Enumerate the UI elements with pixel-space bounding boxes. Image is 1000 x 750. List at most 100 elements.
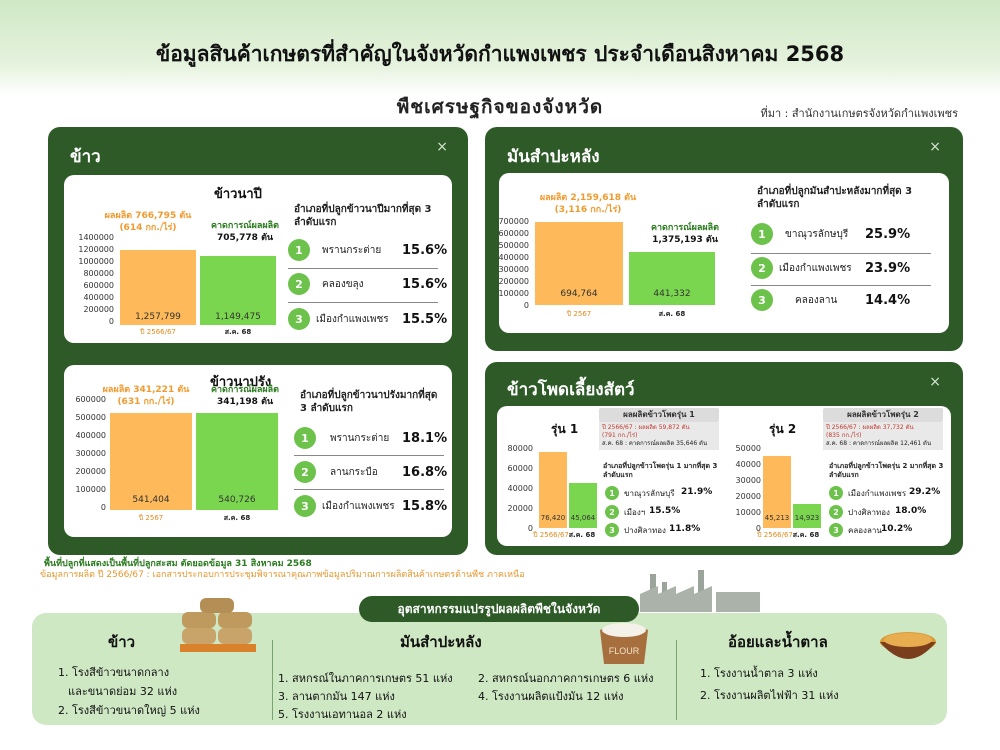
industry-sugar-item: 1. โรงงานน้ำตาล 3 แห่ง [700,667,818,680]
page-title: ข้อมูลสินค้าเกษตรที่สำคัญในจังหวัดกำแพงเ… [155,42,845,66]
corn-r2-rank-2-pct: 18.0% [895,506,927,516]
corn-r1-bar-curr [569,483,597,528]
corn-r1-x-label-curr: ส.ค. 68 [568,531,596,539]
naprang-bar-curr [196,413,278,510]
cassava-rank-1: 1 ขาณุวรลักษบุรี [751,223,848,245]
cassava-rank-1-pct: 25.9% [865,227,911,242]
corn-r1-title: รุ่น 1 [551,422,579,436]
divider [294,455,444,456]
industry-rice-item: และขนาดย่อม 32 แห่ง [68,685,178,698]
corn-r2-title: รุ่น 2 [769,422,797,436]
industry-rice-item: 2. โรงสีข้าวขนาดใหญ่ 5 แห่ง [58,704,200,717]
napi-rank-1: 1 พรานกระต่าย [288,239,381,261]
naprang-rank-2-pct: 16.8% [402,465,448,480]
napi-x-label-curr: ส.ค. 68 [224,328,252,336]
divider [288,302,438,303]
corn-r1-rank-1: 1 ขาณุวรลักษบุรี [605,486,675,500]
industry-cassava-item: 3. ลานตากมัน 147 แห่ง [278,690,395,703]
page-subtitle: พืชเศรษฐกิจของจังหวัด [396,96,604,118]
corn-panel: ข้าวโพดเลี้ยงสัตว์ × รุ่น 1 ผลผลิตข้าวโพ… [485,362,963,555]
corn-r1-head: ผลผลิตข้าวโพดรุ่น 1 [599,408,719,422]
corn-r2-rank-heading: อำเภอที่ปลูกข้าวโพดรุ่น 2 มากที่สุด 3 ลำ… [829,462,944,480]
rice-naprang-card: ข้าวนาปรัง ผลผลิต 341,221 ตัน (631 กก./ไร… [64,365,452,537]
industry-sugar-item: 2. โรงงานผลิตไฟฟ้า 31 แห่ง [700,689,839,702]
rice-panel: ข้าว × ข้าวนาปี ผลผลิต 766,795 ตัน (614 ก… [48,127,468,555]
close-icon[interactable]: × [436,139,448,155]
cassava-rank-3-pct: 14.4% [865,293,911,308]
napi-prod-label: ผลผลิต 766,795 ตัน (614 กก./ไร่) [104,211,192,233]
napi-bar-curr-value: 1,149,475 [215,312,261,322]
corn-r2-info: ปี 2566/67 : ผลผลิต 37,732 ตัน (835 กก./ไ… [823,422,943,451]
cassava-bar-prev [535,222,623,305]
rice-sacks-icon [180,598,256,652]
cassava-bar-curr [629,252,715,305]
cassava-panel-title: มันสำปะหลัง [507,147,600,167]
industry-rice-heading: ข้าว [108,633,136,651]
corn-r1-bar-prev [539,452,567,528]
corn-r1-rank-1-pct: 21.9% [681,487,713,497]
divider [751,253,931,254]
industry-rice-item: 1. โรงสีข้าวขนาดกลาง [58,666,170,679]
footnote-planting: พื้นที่ปลูกที่แสดงเป็นพื้นที่ปลูกสะสม ตั… [44,559,312,569]
naprang-rank-3: 3 เมืองกำแพงเพชร [294,495,395,517]
napi-bar-prev [120,250,196,325]
cassava-rank-heading: อำเภอที่ปลูกมันสำปะหลังมากที่สุด 3 ลำดับ… [757,186,913,210]
napi-rank-2: 2 คลองขลุง [288,273,364,295]
corn-r2-head: ผลผลิตข้าวโพดรุ่น 2 [823,408,943,422]
corn-panel-title: ข้าวโพดเลี้ยงสัตว์ [507,380,635,400]
naprang-bar-curr-value: 540,726 [218,495,256,505]
napi-rank-heading: อำเภอที่ปลูกข้าวนาปีมากที่สุด 3 ลำดับแรก [294,204,432,228]
naprang-x-label-curr: ส.ค. 68 [223,514,251,522]
factory-icon [640,570,760,612]
close-icon[interactable]: × [929,139,941,155]
corn-r2-rank-3-pct: 10.2% [881,524,913,534]
napi-rank-3: 3 เมืองกำแพงเพชร [288,308,389,330]
source-note: ที่มา : สำนักงานเกษตรจังหวัดกำแพงเพชร [760,107,958,120]
cassava-bar-prev-value: 694,764 [560,289,598,299]
close-icon[interactable]: × [929,374,941,390]
cassava-panel: มันสำปะหลัง × ผลผลิต 2,159,618 ตัน (3,116… [485,127,963,351]
naprang-rank-1: 1 พรานกระต่าย [294,427,389,449]
rice-panel-title: ข้าว [70,147,101,167]
corn-r2-bar-prev [763,456,791,528]
industry-title: อุตสาหกรรมแปรรูปผลผลิตพืชในจังหวัด [359,596,639,622]
corn-r1-x-label-prev: ปี 2566/67 [533,531,569,539]
naprang-rank-2: 2 ลานกระบือ [294,461,378,483]
napi-forecast-label: คาดการณ์ผลผลิต 705,778 ตัน [210,221,280,243]
corn-r2-x-label-prev: ปี 2566/67 [757,531,793,539]
industry-cassava-item: 2. สหกรณ์นอกภาคการเกษตร 6 แห่ง [478,672,654,685]
corn-r2-bar-curr [793,504,821,528]
napi-title: ข้าวนาปี [214,187,262,202]
naprang-bar-prev [110,413,192,510]
footnote-source: ข้อมูลการผลิต ปี 2566/67 : เอกสารประกอบก… [40,570,525,580]
corn-r2-rank-1: 1 เมืองกำแพงเพชร [829,486,906,500]
cassava-rank-2: 2 เมืองกำแพงเพชร [751,257,852,279]
divider [272,640,273,720]
naprang-x-label-prev: ปี 2567 [138,514,164,522]
cassava-prod-label: ผลผลิต 2,159,618 ตัน (3,116 กก./ไร่) [539,193,637,215]
napi-rank-1-pct: 15.6% [402,243,448,258]
cassava-x-label-prev: ปี 2567 [566,310,592,318]
cassava-forecast-label: คาดการณ์ผลผลิต 1,375,193 ตัน [650,223,720,245]
corn-r1-info: ปี 2566/67 : ผลผลิต 59,872 ตัน (791 กก./ไ… [599,422,719,451]
corn-r2-rank-2: 2 ปางศิลาทอง [829,505,890,519]
napi-rank-3-pct: 15.5% [402,312,448,327]
flour-bag-label: FLOUR [609,646,640,656]
cassava-bar-curr-value: 441,332 [653,289,691,299]
industry-cassava-item: 5. โรงงานเอทานอล 2 แห่ง [278,708,407,721]
corn-r2-rank-1-pct: 29.2% [909,487,941,497]
naprang-bar-prev-value: 541,404 [132,495,170,505]
naprang-rank-heading: อำเภอที่ปลูกข้าวนาปรังมากที่สุด 3 ลำดับแ… [300,390,438,414]
industry-cassava-item: 1. สหกรณ์ในภาคการเกษตร 51 แห่ง [278,672,453,685]
cassava-card: ผลผลิต 2,159,618 ตัน (3,116 กก./ไร่) คาดก… [498,173,949,333]
cassava-rank-3: 3 คลองลาน [751,289,837,311]
napi-bar-curr [200,256,276,325]
naprang-prod-label: ผลผลิต 341,221 ตัน (631 กก./ไร่) [102,385,190,407]
cassava-x-label-curr: ส.ค. 68 [658,310,686,318]
corn-r1-rank-2: 2 เมืองฯ [605,505,645,519]
industry-sugar-heading: อ้อยและน้ำตาล [728,633,828,651]
corn-r1-bar-curr-value: 45,064 [570,514,596,522]
corn-r2-x-label-curr: ส.ค. 68 [792,531,820,539]
napi-x-label-prev: ปี 2566/67 [140,328,176,336]
corn-card: รุ่น 1 ผลผลิตข้าวโพดรุ่น 1 ปี 2566/67 : … [497,406,951,546]
